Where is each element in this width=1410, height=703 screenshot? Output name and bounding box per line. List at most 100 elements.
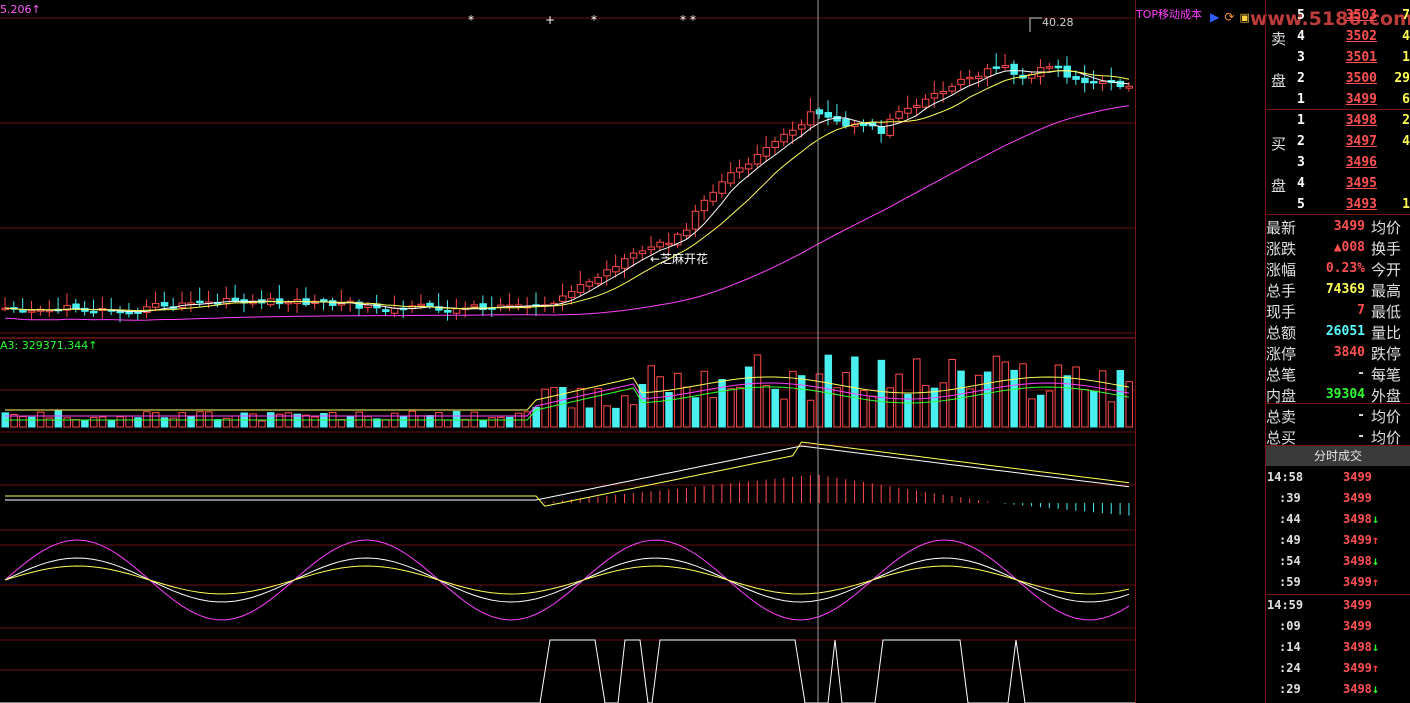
- marker-star: *: [690, 13, 696, 27]
- trade-row[interactable]: :54 3498↓: [1265, 551, 1410, 572]
- trade-row[interactable]: :09 3499: [1265, 616, 1410, 637]
- candle-body: [718, 181, 726, 194]
- trade-row[interactable]: :59 3499↑: [1265, 572, 1410, 593]
- volume-bar: [311, 416, 319, 428]
- macd-dif-line: [5, 445, 1130, 501]
- candle-body: [789, 129, 797, 136]
- candle-body: [939, 91, 948, 95]
- trade-time: :24: [1279, 661, 1301, 675]
- buy-price[interactable]: 3497: [1345, 134, 1377, 149]
- volume-bar: [762, 385, 771, 428]
- candle-body: [1054, 65, 1063, 69]
- sell-price[interactable]: 3501: [1345, 50, 1377, 65]
- buy-price[interactable]: 3495: [1345, 176, 1377, 191]
- volume-bar: [28, 416, 36, 428]
- level-index: 5: [1297, 8, 1305, 23]
- candle-body: [930, 92, 939, 99]
- trade-row[interactable]: :49 3499↑: [1265, 530, 1410, 551]
- sell-price[interactable]: 3502: [1345, 29, 1377, 44]
- volume-bar: [213, 419, 222, 428]
- buy-level-row[interactable]: 4 3495: [1297, 174, 1410, 194]
- quote-value: -: [1357, 429, 1365, 444]
- refresh-icon[interactable]: ⟳: [1224, 10, 1235, 24]
- quote-label: 现手: [1266, 303, 1297, 321]
- buy-level-row[interactable]: 2 3497 4: [1297, 132, 1410, 152]
- candle-body: [1072, 76, 1080, 80]
- volume-bar: [81, 419, 89, 428]
- sell-price[interactable]: 3499: [1345, 92, 1377, 107]
- play-icon[interactable]: ▶: [1210, 10, 1220, 24]
- sell-level-row[interactable]: 1 3499 6: [1297, 90, 1410, 110]
- sell-level-row[interactable]: 4 3502 4: [1297, 27, 1410, 47]
- trade-row[interactable]: :24 3499↑: [1265, 658, 1410, 679]
- volume-bar: [567, 407, 576, 428]
- volume-bar: [382, 419, 390, 428]
- volume-bar: [603, 405, 611, 428]
- trade-row[interactable]: 14:59 3499: [1265, 595, 1410, 616]
- candle-body: [1081, 77, 1089, 84]
- buy-price[interactable]: 3493: [1345, 197, 1377, 212]
- toolbar-icons[interactable]: ▶ ⟳ ▣: [1210, 6, 1250, 25]
- trade-row[interactable]: :29 3498↓: [1265, 679, 1410, 700]
- trade-price: 3499: [1343, 598, 1372, 612]
- volume-bar: [452, 410, 461, 428]
- volume-bar: [1054, 364, 1063, 428]
- macd-dea-line: [5, 441, 1130, 507]
- candle-body: [19, 310, 27, 313]
- buy-price[interactable]: 3496: [1345, 155, 1377, 170]
- top-moving-cost-label[interactable]: TOP移动成本: [1136, 8, 1203, 21]
- candle-body: [629, 252, 638, 259]
- sell-level-row[interactable]: 5 3503 7: [1297, 6, 1410, 26]
- volume-bar: [1010, 369, 1018, 428]
- trade-direction-icon: ↑: [1371, 575, 1380, 589]
- trade-time: :44: [1279, 512, 1301, 526]
- volume-bar: [19, 416, 27, 428]
- trade-list-header[interactable]: 分时成交: [1266, 446, 1410, 466]
- candle-body: [806, 111, 815, 126]
- sell-price[interactable]: 3500: [1345, 71, 1377, 86]
- buy-price[interactable]: 3498: [1345, 113, 1377, 128]
- quote-value: 39304: [1325, 387, 1365, 402]
- volume-bar: [815, 373, 824, 428]
- candle-body: [957, 78, 965, 86]
- candle-body: [700, 199, 709, 212]
- volume-bar: [187, 415, 195, 428]
- candle-body: [567, 291, 576, 298]
- buy-level-row[interactable]: 1 3498 2: [1297, 111, 1410, 131]
- trade-row[interactable]: :14 3498↓: [1265, 637, 1410, 658]
- trade-row[interactable]: :44 3498↓: [1265, 509, 1410, 530]
- ma40-line: [4, 105, 1130, 321]
- volume-bar: [373, 418, 381, 428]
- trade-direction-icon: ↓: [1371, 682, 1380, 696]
- sell-level-row[interactable]: 3 3501 1: [1297, 48, 1410, 68]
- volume-bar: [444, 419, 452, 428]
- volume-bar: [709, 397, 717, 428]
- quote-label-right: 最低: [1371, 303, 1402, 321]
- candlestick-chart[interactable]: [0, 0, 1135, 703]
- candle-body: [426, 302, 434, 307]
- trade-row[interactable]: :39 3499: [1265, 488, 1410, 509]
- quote-label-right: 均价: [1371, 219, 1402, 237]
- volume-bar: [718, 379, 726, 428]
- sell-level-row[interactable]: 2 3500 29: [1297, 69, 1410, 89]
- lock-icon[interactable]: ▣: [1239, 11, 1250, 24]
- sell-title-1: 卖: [1271, 30, 1287, 48]
- trade-row[interactable]: 14:58 3499: [1265, 467, 1410, 488]
- quote-label-right: 换手: [1371, 240, 1402, 258]
- sell-price[interactable]: 3503: [1345, 8, 1377, 23]
- candle-body: [160, 302, 169, 307]
- candle-body: [444, 310, 452, 313]
- volume-bar: [1028, 398, 1036, 428]
- candle-body: [682, 229, 691, 237]
- buy-level-row[interactable]: 3 3496: [1297, 153, 1410, 173]
- volume-bar: [736, 386, 744, 428]
- quote-label-right: 外盘: [1371, 387, 1402, 405]
- volume-bar: [930, 387, 939, 428]
- volume-bar: [798, 375, 806, 428]
- candle-body: [1090, 80, 1098, 84]
- candle-body: [727, 172, 735, 184]
- volume-bar: [966, 388, 974, 428]
- volume-bar: [169, 417, 178, 428]
- quote-row: 总手 74369 最高: [1265, 279, 1410, 300]
- buy-level-row[interactable]: 5 3493 1: [1297, 195, 1410, 215]
